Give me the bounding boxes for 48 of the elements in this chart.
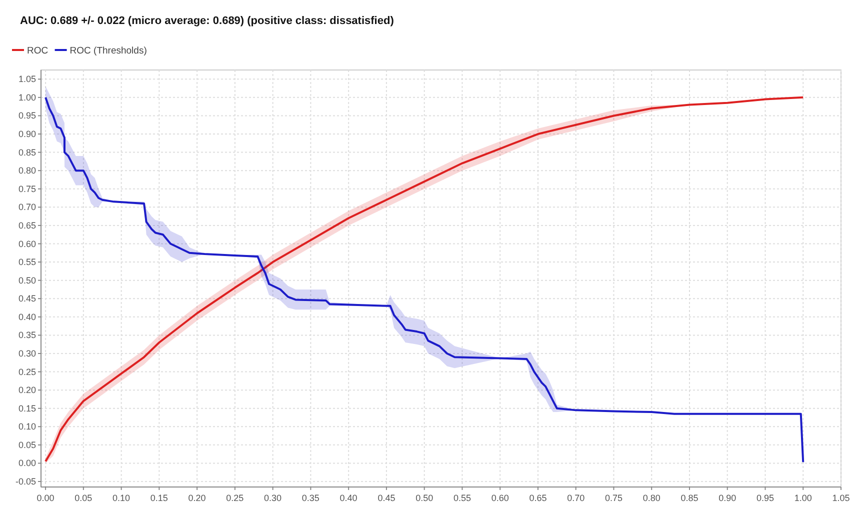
legend-label: ROC (Thresholds)	[70, 46, 147, 56]
y-tick-label: 0.00	[18, 458, 36, 468]
y-tick-label: 0.50	[18, 275, 36, 286]
x-tick-label: 1.00	[794, 493, 812, 503]
x-tick-label: 0.25	[226, 493, 244, 503]
x-tick-label: 1.05	[832, 493, 850, 503]
y-tick-label: 0.15	[18, 403, 36, 414]
x-tick-label: 0.35	[302, 493, 320, 503]
y-tick-label: 0.30	[18, 348, 36, 358]
x-tick-label: 0.80	[642, 493, 660, 503]
x-tick-label: 0.20	[188, 493, 206, 503]
y-tick-label: 0.80	[18, 166, 36, 176]
y-tick-label: 1.00	[18, 92, 36, 102]
y-tick-label: 0.60	[18, 238, 36, 249]
y-tick-label: 0.95	[18, 110, 36, 121]
x-tick-label: 0.10	[112, 493, 130, 503]
y-tick-label: 0.40	[18, 312, 36, 322]
x-tick-label: 0.30	[264, 493, 282, 503]
x-tick-label: 0.85	[680, 493, 698, 503]
x-tick-label: 0.95	[756, 493, 774, 503]
x-tick-label: 0.60	[491, 493, 509, 503]
y-tick-label: 0.35	[18, 330, 36, 340]
y-tick-label: 0.10	[18, 422, 36, 432]
y-tick-label: 1.05	[18, 74, 36, 84]
x-tick-label: 0.90	[718, 493, 736, 503]
x-tick-label: 0.55	[453, 493, 471, 503]
y-tick-label: 0.45	[18, 294, 36, 304]
y-tick-label: 0.20	[18, 385, 36, 396]
x-tick-label: 0.00	[36, 493, 54, 503]
y-tick-label: 0.25	[18, 366, 36, 377]
y-tick-label: 0.85	[18, 147, 36, 158]
x-tick-label: 0.65	[529, 493, 547, 503]
y-tick-label: 0.75	[18, 184, 36, 194]
x-tick-label: 0.45	[378, 493, 396, 503]
x-tick-label: 0.75	[604, 493, 622, 503]
x-tick-label: 0.40	[340, 493, 358, 503]
x-tick-label: 0.70	[567, 493, 585, 503]
x-tick-label: 0.15	[150, 493, 168, 503]
x-tick-label: 0.05	[74, 493, 92, 503]
chart-title: AUC: 0.689 +/- 0.022 (micro average: 0.689) (positive class: dissatisfied)	[20, 15, 394, 27]
y-tick-label: -0.05	[15, 476, 36, 487]
y-tick-label: 0.55	[18, 257, 36, 268]
y-tick-label: 0.05	[18, 440, 36, 450]
y-tick-label: 0.90	[18, 129, 36, 140]
y-tick-label: 0.70	[18, 202, 36, 212]
y-tick-label: 0.65	[18, 220, 36, 230]
legend-label: ROC	[27, 46, 48, 56]
x-tick-label: 0.50	[416, 493, 434, 503]
